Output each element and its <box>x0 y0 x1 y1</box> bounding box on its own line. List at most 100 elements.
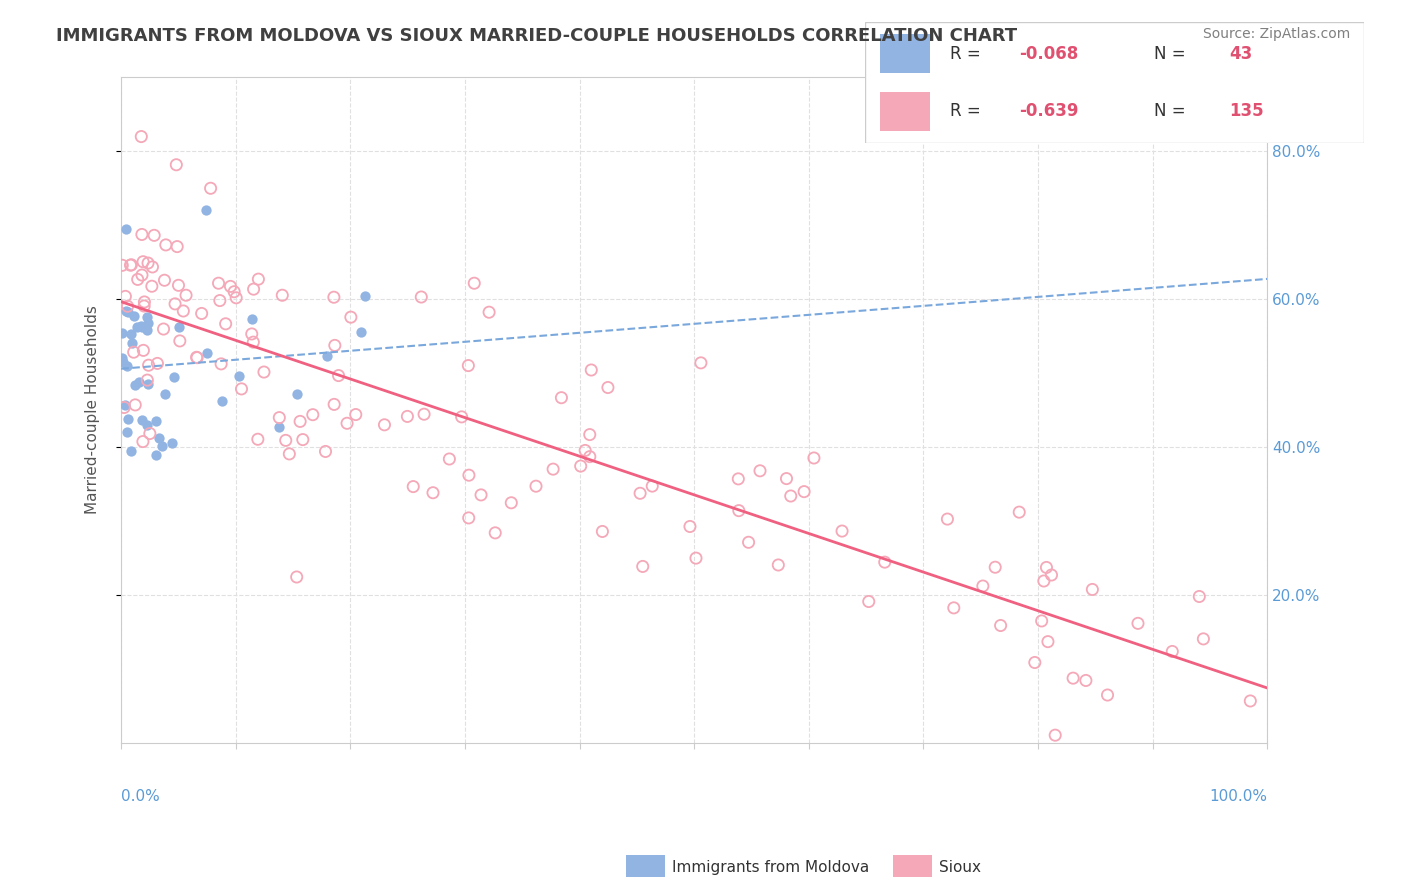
Point <box>578 450 600 464</box>
Point <box>581 363 603 377</box>
Point <box>127 319 149 334</box>
Point <box>114 398 136 412</box>
Point <box>1024 656 1046 670</box>
Point <box>727 503 749 517</box>
Point <box>301 408 323 422</box>
Point <box>457 511 479 525</box>
Point <box>209 357 232 371</box>
Point <box>120 444 142 458</box>
Text: Sioux: Sioux <box>939 860 981 874</box>
Point <box>153 273 176 287</box>
Point <box>143 228 166 243</box>
Point <box>172 304 194 318</box>
Point <box>150 439 173 453</box>
Point <box>242 335 264 350</box>
Point <box>1074 673 1097 688</box>
Point <box>152 322 174 336</box>
Point <box>737 535 759 549</box>
Point <box>858 594 880 608</box>
Point <box>350 325 373 339</box>
Point <box>207 277 229 291</box>
Point <box>484 525 506 540</box>
Point <box>323 338 346 352</box>
Point <box>214 317 236 331</box>
Point <box>641 479 664 493</box>
Point <box>165 297 187 311</box>
Point <box>749 464 772 478</box>
Point <box>775 472 797 486</box>
Text: 100.0%: 100.0% <box>1209 789 1267 804</box>
Point <box>1097 688 1119 702</box>
Point <box>458 468 481 483</box>
Point <box>136 418 159 433</box>
Point <box>121 335 143 350</box>
Point <box>336 417 359 431</box>
Point <box>138 358 160 372</box>
Point <box>315 444 337 458</box>
Point <box>463 277 485 291</box>
Point <box>679 519 702 533</box>
Point <box>165 158 187 172</box>
Point <box>136 310 159 324</box>
Point <box>457 359 479 373</box>
Point <box>873 555 896 569</box>
Point <box>131 268 153 282</box>
Point <box>136 316 159 330</box>
Text: IMMIGRANTS FROM MOLDOVA VS SIOUX MARRIED-COUPLE HOUSEHOLDS CORRELATION CHART: IMMIGRANTS FROM MOLDOVA VS SIOUX MARRIED… <box>56 27 1018 45</box>
Point <box>685 551 707 566</box>
Point <box>690 356 713 370</box>
Point <box>167 320 190 334</box>
Text: 135: 135 <box>1229 103 1264 120</box>
Point <box>242 282 264 296</box>
Point <box>162 435 184 450</box>
Point <box>136 256 159 270</box>
Point <box>354 288 377 302</box>
Point <box>135 323 157 337</box>
FancyBboxPatch shape <box>865 22 1364 143</box>
Point <box>122 309 145 323</box>
Point <box>111 351 134 365</box>
Point <box>470 488 492 502</box>
Point <box>278 447 301 461</box>
Point <box>114 289 136 303</box>
Point <box>316 349 339 363</box>
Point <box>124 378 146 392</box>
Point <box>115 359 138 373</box>
Point <box>145 414 167 428</box>
Point <box>141 279 163 293</box>
Point <box>253 365 276 379</box>
Point <box>131 227 153 242</box>
Point <box>146 356 169 370</box>
Point <box>793 484 815 499</box>
Point <box>132 343 155 358</box>
Point <box>231 382 253 396</box>
Point <box>169 334 191 348</box>
Text: R =: R = <box>949 103 986 120</box>
Text: -0.639: -0.639 <box>1019 103 1078 120</box>
Text: Immigrants from Moldova: Immigrants from Moldova <box>672 860 869 874</box>
Point <box>936 512 959 526</box>
Point <box>271 288 294 302</box>
Point <box>129 129 152 144</box>
Point <box>197 346 219 360</box>
Point <box>132 254 155 268</box>
Point <box>136 376 159 391</box>
Point <box>153 387 176 401</box>
Point <box>328 368 350 383</box>
Point <box>373 417 395 432</box>
Point <box>225 291 247 305</box>
Point <box>194 203 217 218</box>
Point <box>224 285 246 299</box>
Point <box>524 479 547 493</box>
Point <box>323 397 346 411</box>
Point <box>120 326 142 341</box>
Point <box>591 524 613 539</box>
Point <box>942 600 965 615</box>
Point <box>990 618 1012 632</box>
Point <box>208 293 231 308</box>
Point <box>1161 644 1184 658</box>
Point <box>631 559 654 574</box>
Point <box>340 310 363 325</box>
Point <box>411 290 433 304</box>
Point <box>344 408 367 422</box>
